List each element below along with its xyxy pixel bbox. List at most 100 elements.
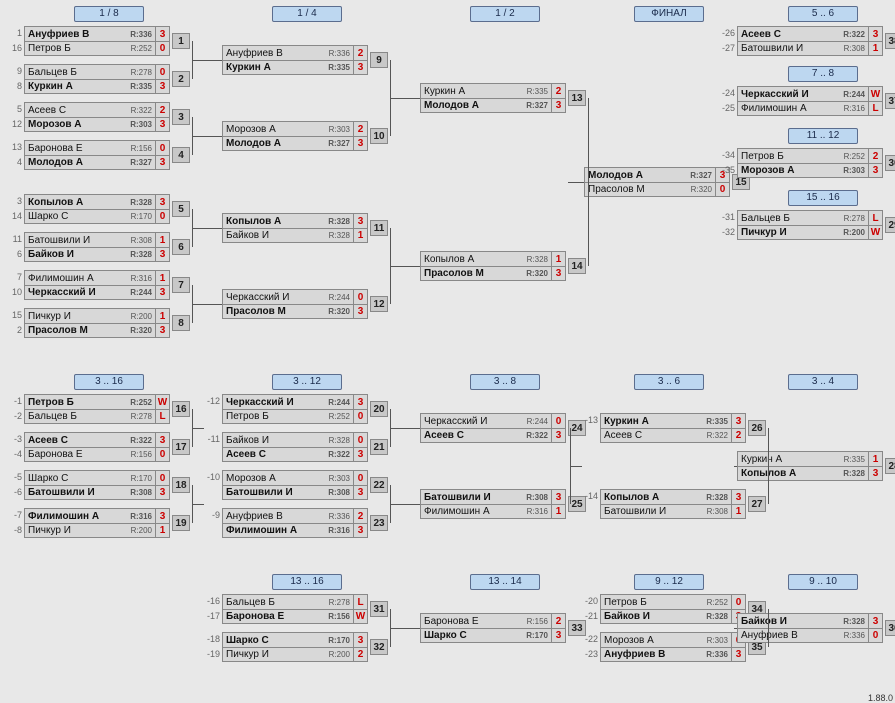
score: 0 [155, 141, 169, 155]
match-number: 17 [172, 439, 190, 455]
score: 0 [731, 595, 745, 609]
match-number: 8 [172, 315, 190, 331]
rating: R:303 [127, 120, 152, 129]
connector [390, 628, 420, 629]
player-name: Батошвили ИR:308 [25, 486, 155, 499]
connector [390, 266, 420, 267]
match: -7-8Филимошин АR:3163Пичкур ИR:200119 [24, 508, 170, 538]
player-name: Баронова ЕR:156 [25, 141, 155, 155]
round-header: 3 .. 6 [634, 374, 704, 390]
score: 2 [353, 122, 367, 136]
connector [568, 182, 584, 183]
score: 3 [551, 429, 565, 442]
seed: 2 [6, 325, 22, 335]
rating: R:328 [326, 231, 350, 240]
match: Черкасский ИR:2440Асеев СR:322324 [420, 413, 566, 443]
player-name: Шарко СR:170 [421, 629, 551, 642]
score: 3 [155, 27, 169, 41]
seed: -26 [719, 28, 735, 38]
score: 3 [551, 99, 565, 112]
score: 2 [155, 103, 169, 117]
match-number: 9 [370, 52, 388, 68]
score: 3 [155, 324, 169, 337]
score: 1 [353, 229, 367, 242]
score: 3 [731, 414, 745, 428]
match: -24-25Черкасский ИR:244WФилимошин АR:316… [737, 86, 883, 116]
score: 2 [551, 84, 565, 98]
match: Ануфриев ВR:3362Куркин АR:33539 [222, 45, 368, 75]
rating: R:244 [326, 293, 350, 302]
round-header: 1 / 8 [74, 6, 144, 22]
seed: -24 [719, 88, 735, 98]
connector [390, 98, 420, 99]
rating: R:252 [326, 412, 350, 421]
connector [192, 304, 222, 305]
match-number: 31 [370, 601, 388, 617]
player-name: Батошвили ИR:308 [601, 505, 731, 518]
rating: R:278 [326, 598, 350, 607]
player-name: Пичкур ИR:200 [223, 648, 353, 661]
round-header: 3 .. 4 [788, 374, 858, 390]
player-name: Черкасский ИR:244 [223, 290, 353, 304]
rating: R:328 [127, 250, 152, 259]
score: 1 [551, 252, 565, 266]
player-name: Черкасский ИR:244 [738, 87, 868, 101]
player-name: Молодов АR:327 [223, 137, 353, 150]
match: -10Морозов АR:3030Батошвили ИR:308322 [222, 470, 368, 500]
match: -18-19Шарко СR:1703Пичкур ИR:200232 [222, 632, 368, 662]
score: 0 [353, 471, 367, 485]
match-number: 18 [172, 477, 190, 493]
score: 1 [155, 271, 169, 285]
match-number: 12 [370, 296, 388, 312]
score: 3 [353, 486, 367, 499]
seed: 11 [6, 234, 22, 244]
match: 98Бальцев БR:2780Куркин АR:33532 [24, 64, 170, 94]
player-name: Копылов АR:328 [601, 490, 731, 504]
score: 3 [353, 448, 367, 461]
match-number: 28 [885, 458, 895, 474]
round-header: 9 .. 10 [788, 574, 858, 590]
rating: R:303 [840, 166, 865, 175]
seed: 15 [6, 310, 22, 320]
rating: R:335 [524, 87, 548, 96]
player-name: Куркин АR:335 [25, 80, 155, 93]
score: 0 [715, 183, 729, 196]
match: Копылов АR:3283Байков ИR:328111 [222, 213, 368, 243]
score: 3 [155, 286, 169, 299]
player-name: Петров БR:252 [601, 595, 731, 609]
score: 3 [353, 524, 367, 537]
score: 1 [155, 309, 169, 323]
rating: R:316 [127, 512, 152, 521]
match-number: 10 [370, 128, 388, 144]
seed: 5 [6, 104, 22, 114]
rating: R:244 [325, 398, 350, 407]
match-number: 1 [172, 33, 190, 49]
rating: R:336 [127, 30, 152, 39]
player-name: Батошвили ИR:308 [223, 486, 353, 499]
player-name: Асеев СR:322 [601, 429, 731, 442]
player-name: Асеев СR:322 [223, 448, 353, 461]
player-name: Баронова ЕR:156 [25, 448, 155, 461]
score: 3 [155, 433, 169, 447]
player-name: Шарко СR:170 [25, 210, 155, 223]
match-number: 22 [370, 477, 388, 493]
rating: R:328 [326, 436, 350, 445]
connector [768, 428, 769, 504]
score: 0 [353, 410, 367, 423]
seed: 1 [6, 28, 22, 38]
rating: R:316 [524, 507, 548, 516]
seed: 7 [6, 272, 22, 282]
score: W [868, 226, 882, 239]
rating: R:308 [523, 493, 548, 502]
player-name: Ануфриев ВR:336 [223, 509, 353, 523]
connector [192, 228, 222, 229]
score: 2 [551, 614, 565, 628]
match-number: 21 [370, 439, 388, 455]
connector [588, 98, 589, 266]
rating: R:308 [325, 488, 350, 497]
match: -20-21Петров БR:2520Байков ИR:328334 [600, 594, 746, 624]
connector [390, 428, 420, 429]
score: W [868, 87, 882, 101]
player-name: Морозов АR:303 [25, 118, 155, 131]
seed: -32 [719, 227, 735, 237]
